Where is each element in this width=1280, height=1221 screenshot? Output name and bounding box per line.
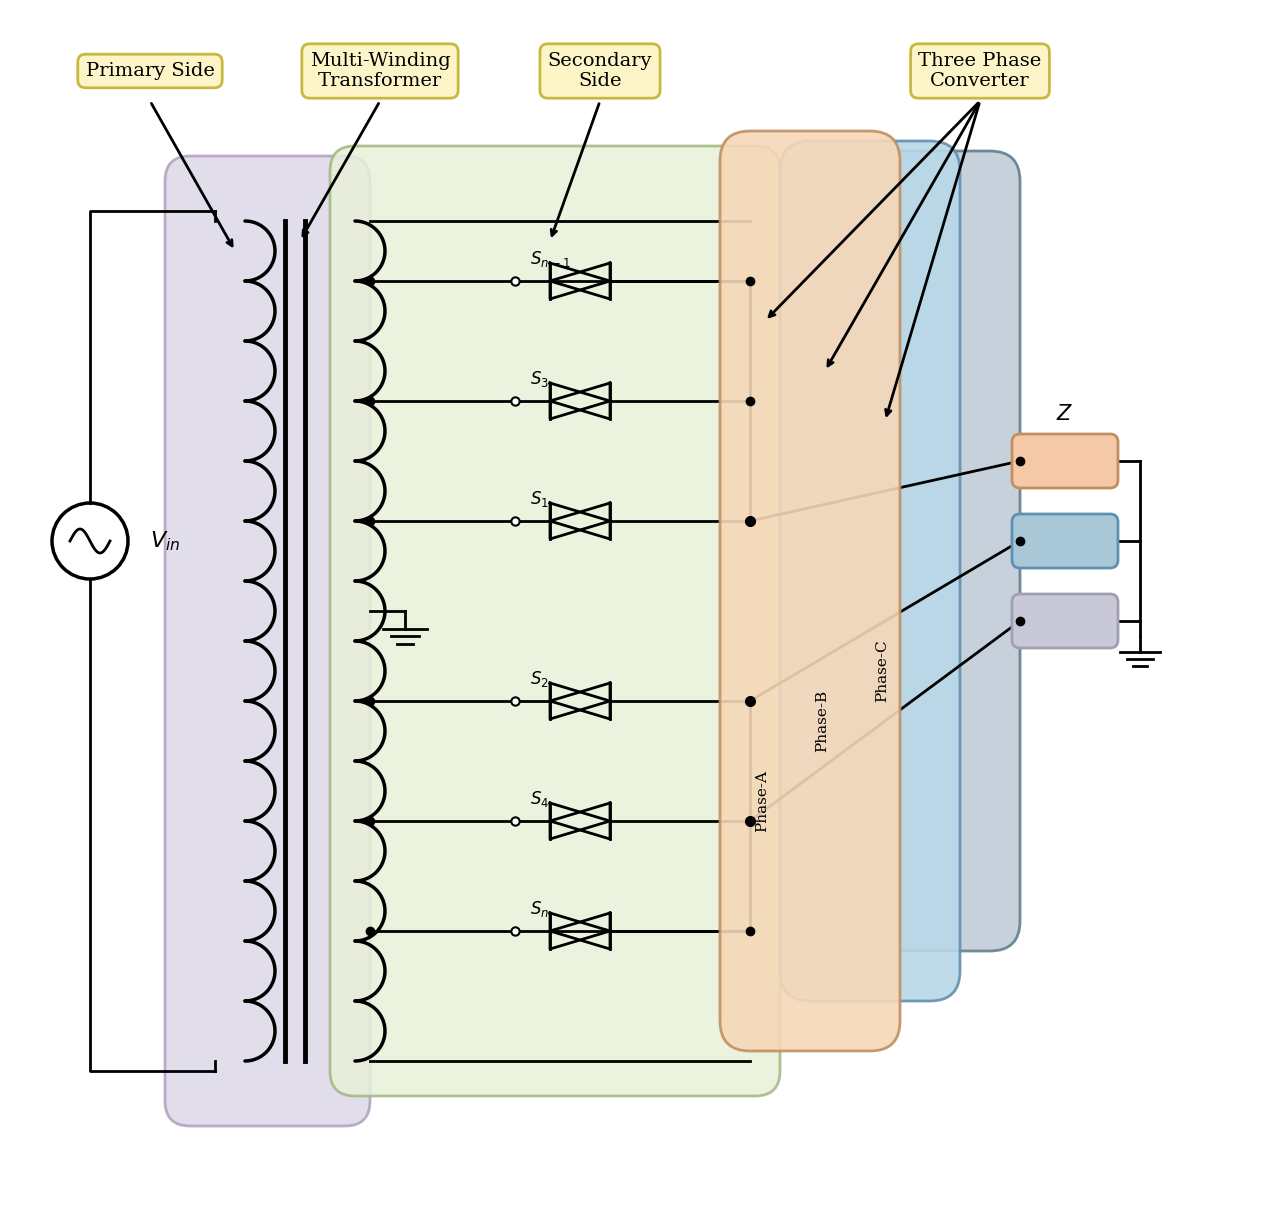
- FancyBboxPatch shape: [840, 151, 1020, 951]
- Text: $S_4$: $S_4$: [530, 789, 549, 810]
- Text: Phase-B: Phase-B: [815, 690, 829, 752]
- FancyBboxPatch shape: [330, 147, 780, 1096]
- Text: $S_3$: $S_3$: [530, 369, 549, 389]
- Text: Phase-C: Phase-C: [876, 640, 890, 702]
- Text: $V_{in}$: $V_{in}$: [150, 529, 180, 553]
- Text: $S_n$: $S_n$: [530, 899, 549, 919]
- Text: Primary Side: Primary Side: [86, 62, 215, 81]
- Text: $S_1$: $S_1$: [530, 488, 549, 509]
- FancyBboxPatch shape: [1012, 433, 1117, 488]
- FancyBboxPatch shape: [719, 131, 900, 1051]
- Text: Multi-Winding
Transformer: Multi-Winding Transformer: [310, 51, 451, 90]
- Text: $S_2$: $S_2$: [530, 669, 549, 689]
- Text: Phase-A: Phase-A: [755, 770, 769, 832]
- Text: Secondary
Side: Secondary Side: [548, 51, 653, 90]
- Text: Three Phase
Converter: Three Phase Converter: [918, 51, 1042, 90]
- FancyBboxPatch shape: [1012, 593, 1117, 648]
- FancyBboxPatch shape: [780, 140, 960, 1001]
- Text: $Z$: $Z$: [1056, 404, 1074, 424]
- FancyBboxPatch shape: [165, 156, 370, 1126]
- FancyBboxPatch shape: [1012, 514, 1117, 568]
- Text: $S_{n-1}$: $S_{n-1}$: [530, 249, 571, 269]
